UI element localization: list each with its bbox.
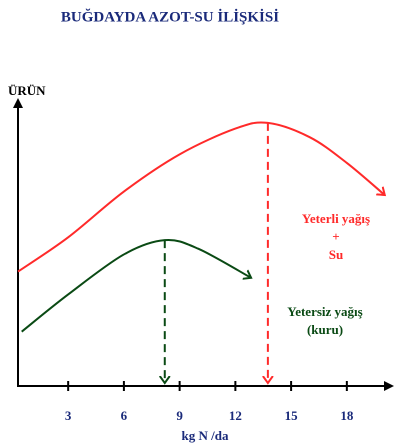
annotation: Yetersiz yağış [287, 304, 362, 319]
series-line [17, 121, 384, 273]
x-tick-label: 3 [65, 408, 72, 423]
x-tick-label: 12 [229, 408, 242, 423]
x-tick-label: 6 [121, 408, 128, 423]
series-line [21, 238, 251, 333]
x-tick-label: 18 [340, 408, 354, 423]
y-axis-label: ÜRÜN [8, 83, 46, 98]
annotation: (kuru) [307, 322, 343, 337]
annotation: Su [329, 247, 343, 262]
x-axis-label: kg N /da [182, 428, 229, 443]
x-tick-label: 15 [285, 408, 299, 423]
chart-title: BUĞDAYDA AZOT-SU İLİŞKİSİ [61, 8, 279, 25]
annotation: Yeterli yağış [302, 211, 370, 226]
x-tick-label: 9 [176, 408, 183, 423]
annotation: + [332, 229, 339, 244]
